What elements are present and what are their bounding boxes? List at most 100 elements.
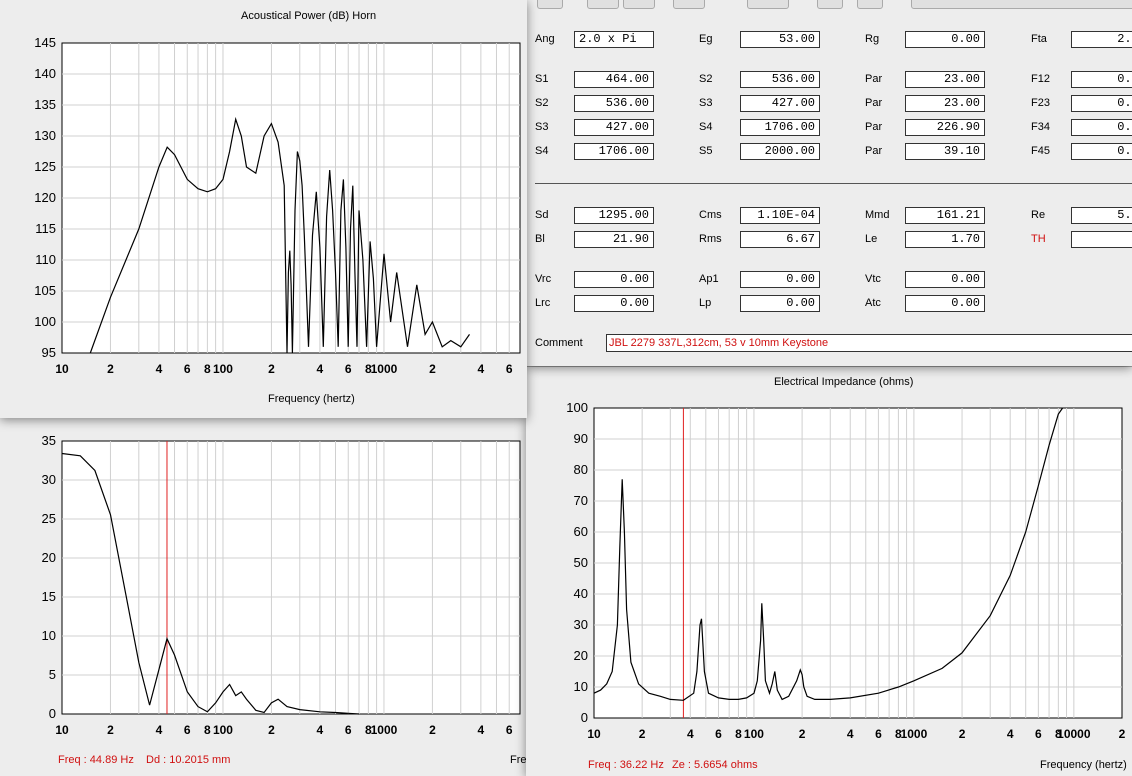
- param-label-fta: Fta: [1031, 33, 1047, 45]
- toolbar-button[interactable]: [857, 0, 883, 9]
- param-field-rg[interactable]: 0.00: [905, 31, 985, 48]
- x-tick-label: 6: [184, 723, 191, 737]
- param-label-par: Par: [865, 121, 883, 133]
- y-tick-label: 135: [34, 97, 56, 112]
- x-tick-label: 8: [204, 723, 211, 737]
- param-label-s4: S4: [699, 121, 713, 133]
- param-field-mmd[interactable]: 161.21: [905, 207, 985, 224]
- plot-area: [61, 440, 521, 715]
- y-tick-label: 95: [42, 345, 56, 360]
- x-tick-label: 6: [506, 723, 513, 737]
- y-tick-label: 115: [35, 221, 56, 236]
- frequency-axis-label: Frequency (hertz): [268, 393, 355, 405]
- param-field-re[interactable]: 5.50: [1071, 207, 1132, 224]
- param-label-par: Par: [865, 145, 883, 157]
- param-label-s4: S4: [535, 145, 549, 157]
- param-field-f34[interactable]: 0.00: [1071, 119, 1132, 136]
- param-label-s2: S2: [535, 97, 549, 109]
- toolbar-button[interactable]: [673, 0, 705, 9]
- series-line: [89, 116, 470, 354]
- param-field-s2[interactable]: 536.00: [740, 71, 820, 88]
- y-tick-label: 80: [574, 462, 588, 477]
- param-field-le[interactable]: 1.70: [905, 231, 985, 248]
- status-excursion: Dd : 10.2015 mm: [146, 754, 231, 766]
- param-field-ap1[interactable]: 0.00: [740, 271, 820, 288]
- param-label-le: Le: [865, 233, 878, 245]
- toolbar-button[interactable]: [747, 0, 789, 9]
- y-tick-label: 20: [574, 648, 588, 663]
- param-field-par[interactable]: 226.90: [905, 119, 985, 136]
- param-field-fta[interactable]: 2.73: [1071, 31, 1132, 48]
- param-field-s3[interactable]: 427.00: [574, 119, 654, 136]
- x-tick-label: 4: [478, 723, 485, 737]
- comment-label: Comment: [535, 337, 583, 349]
- param-field-sd[interactable]: 1295.00: [574, 207, 654, 224]
- y-tick-label: 25: [42, 511, 56, 526]
- acoustical-power-window[interactable]: Acoustical Power (dB) Horn 95 100 105 110 11…: [0, 0, 527, 418]
- param-label-f12: F12: [1031, 73, 1050, 85]
- y-tick-label: 140: [34, 66, 56, 81]
- param-label-s1: S1: [535, 73, 549, 85]
- param-field-vrc[interactable]: 0.00: [574, 271, 654, 288]
- param-label-bl: Bl: [535, 233, 545, 245]
- param-label-vrc: Vrc: [535, 273, 552, 285]
- x-tick-label: 8: [204, 362, 211, 376]
- param-field-bl[interactable]: 21.90: [574, 231, 654, 248]
- param-field-cms[interactable]: 1.10E-04: [740, 207, 820, 224]
- status-frequency: Freq : 44.89 Hz: [58, 754, 134, 766]
- param-field-atc[interactable]: 0.00: [905, 295, 985, 312]
- x-tick-label: 1000: [371, 362, 398, 376]
- param-field-par[interactable]: 23.00: [905, 95, 985, 112]
- x-tick-label: 4: [317, 723, 324, 737]
- parameters-window[interactable]: Ang 2.0 x Pi Eg 53.00 Rg 0.00 Fta 2.73 S1 464.00 S…: [527, 0, 1132, 366]
- x-tick-label: 10: [587, 727, 601, 741]
- param-field-eg[interactable]: 53.00: [740, 31, 820, 48]
- toolbar-button[interactable]: [623, 0, 655, 9]
- param-field-s1[interactable]: 464.00: [574, 71, 654, 88]
- impedance-window[interactable]: Electrical Impedance (ohms) 0 10 20 30 40 50 6…: [526, 367, 1132, 776]
- status-impedance: Ze : 5.6654 ohms: [672, 759, 758, 771]
- frequency-axis-label: Fre: [510, 754, 527, 766]
- param-field-th[interactable]: [1071, 231, 1132, 248]
- param-field-s2[interactable]: 536.00: [574, 95, 654, 112]
- x-tick-label: 8: [1055, 727, 1062, 741]
- x-tick-label: 2: [799, 727, 806, 741]
- param-label-par: Par: [865, 97, 883, 109]
- x-tick-label: 8: [735, 727, 742, 741]
- param-field-s5[interactable]: 2000.00: [740, 143, 820, 160]
- x-tick-label: 6: [715, 727, 722, 741]
- param-field-par[interactable]: 23.00: [905, 71, 985, 88]
- param-field-par[interactable]: 39.10: [905, 143, 985, 160]
- param-field-vtc[interactable]: 0.00: [905, 271, 985, 288]
- param-field-s4[interactable]: 1706.00: [740, 119, 820, 136]
- param-field-f23[interactable]: 0.00: [1071, 95, 1132, 112]
- x-tick-label: 4: [156, 723, 163, 737]
- param-field-s3[interactable]: 427.00: [740, 95, 820, 112]
- param-field-ang[interactable]: 2.0 x Pi: [574, 31, 654, 48]
- y-tick-label: 125: [34, 159, 56, 174]
- x-tick-label: 4: [687, 727, 694, 741]
- param-field-lrc[interactable]: 0.00: [574, 295, 654, 312]
- param-field-f12[interactable]: 0.00: [1071, 71, 1132, 88]
- param-field-lp[interactable]: 0.00: [740, 295, 820, 312]
- param-label-atc: Atc: [865, 297, 881, 309]
- param-field-f45[interactable]: 0.00: [1071, 143, 1132, 160]
- x-tick-label: 6: [345, 362, 352, 376]
- toolbar-button[interactable]: [587, 0, 619, 9]
- x-tick-label: 2: [959, 727, 966, 741]
- param-field-rms[interactable]: 6.67: [740, 231, 820, 248]
- param-label-s3: S3: [699, 97, 713, 109]
- y-tick-label: 40: [574, 586, 588, 601]
- param-label-eg: Eg: [699, 33, 713, 45]
- y-tick-label: 50: [574, 555, 588, 570]
- excursion-window[interactable]: 0 5 10 15 20 25 30 35 10 2 4 6 8 100 2 4 6 8 1000 2 4 6 Freq …: [0, 412, 540, 776]
- search-input[interactable]: [911, 0, 1132, 9]
- param-field-s4[interactable]: 1706.00: [574, 143, 654, 160]
- x-tick-label: 6: [875, 727, 882, 741]
- toolbar-button[interactable]: [817, 0, 843, 9]
- x-tick-label: 4: [156, 362, 163, 376]
- toolbar-button[interactable]: [537, 0, 563, 9]
- comment-field[interactable]: JBL 2279 337L,312cm, 53 v 10mm Keystone: [606, 334, 1132, 352]
